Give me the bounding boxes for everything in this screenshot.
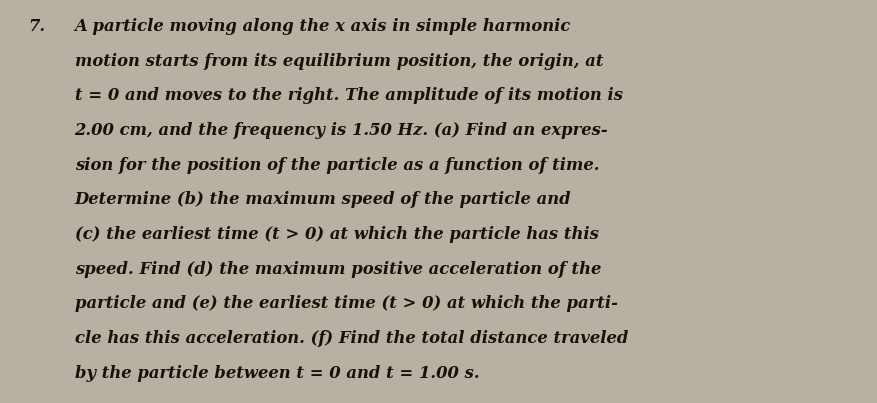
Text: sion for the position of the particle as a function of time.: sion for the position of the particle as…	[75, 157, 599, 174]
Text: t = 0 and moves to the right. The amplitude of its motion is: t = 0 and moves to the right. The amplit…	[75, 87, 623, 104]
Text: motion starts from its equilibrium position, the origin, at: motion starts from its equilibrium posit…	[75, 53, 603, 70]
Text: particle and (e) the earliest time (t > 0) at which the parti-: particle and (e) the earliest time (t > …	[75, 295, 617, 312]
Text: Determine (b) the maximum speed of the particle and: Determine (b) the maximum speed of the p…	[75, 191, 571, 208]
Text: 2.00 cm, and the frequency is 1.50 Hz. (a) Find an expres-: 2.00 cm, and the frequency is 1.50 Hz. (…	[75, 122, 608, 139]
Text: cle has this acceleration. (f) Find the total distance traveled: cle has this acceleration. (f) Find the …	[75, 330, 628, 347]
Text: by the particle between t = 0 and t = 1.00 s.: by the particle between t = 0 and t = 1.…	[75, 365, 479, 382]
Text: (c) the earliest time (t > 0) at which the particle has this: (c) the earliest time (t > 0) at which t…	[75, 226, 598, 243]
Text: 7.: 7.	[28, 18, 46, 35]
Text: speed. Find (d) the maximum positive acceleration of the: speed. Find (d) the maximum positive acc…	[75, 261, 601, 278]
Text: A particle moving along the x axis in simple harmonic: A particle moving along the x axis in si…	[75, 18, 571, 35]
